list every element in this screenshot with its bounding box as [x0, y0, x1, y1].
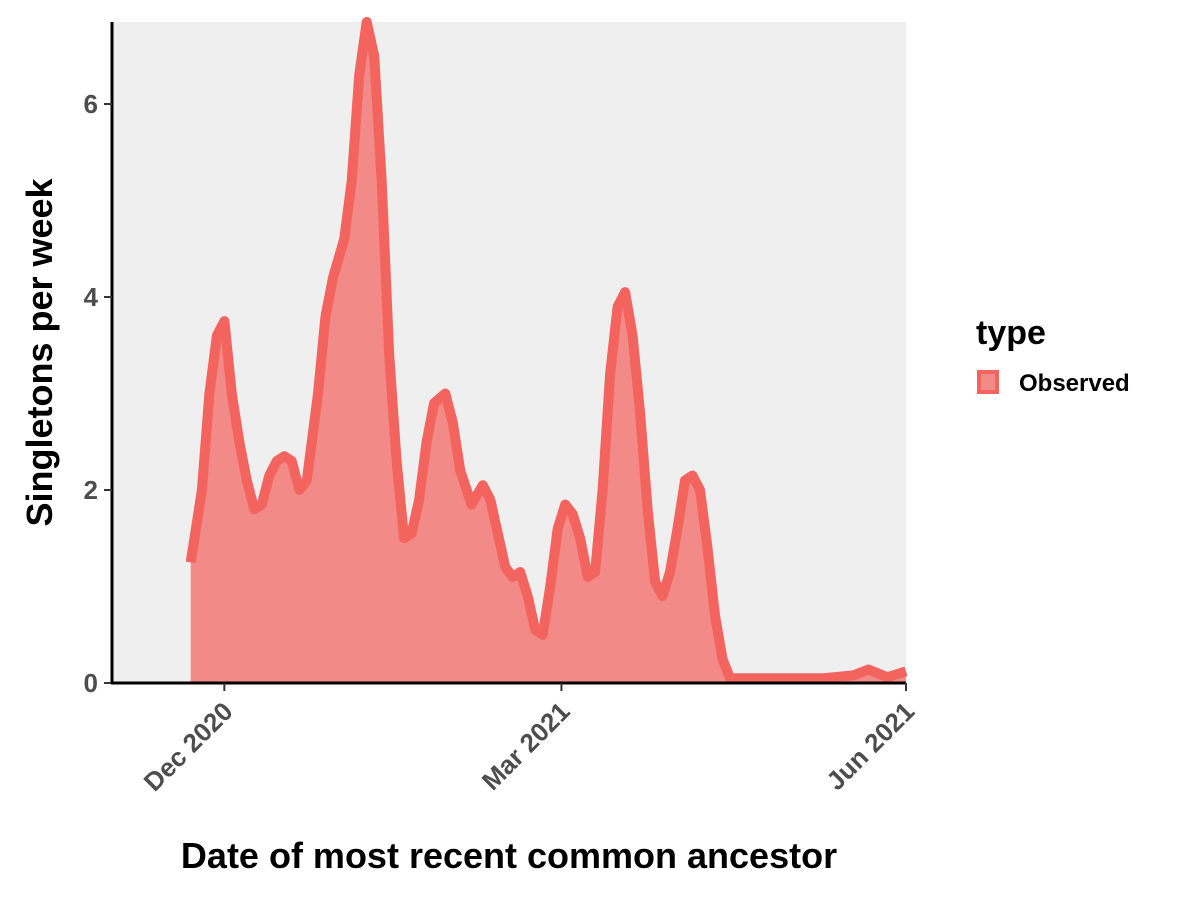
x-axis: Dec 2020 Mar 2021 Jun 2021	[111, 681, 920, 797]
series-line-observed	[185, 17, 908, 684]
y-axis: 0 2 4 6	[84, 22, 114, 698]
series-area-observed	[190, 22, 906, 683]
legend-key-observed	[977, 370, 999, 394]
x-tick-label-2021-03-01: Mar 2021	[476, 696, 576, 796]
legend-label-observed: Observed	[1019, 370, 1130, 397]
x-axis-title: Date of most recent common ancestor	[181, 835, 837, 876]
y-tick-label-4: 4	[84, 282, 99, 312]
legend: type Observed	[976, 314, 1130, 397]
x-tick-label-2021-06-01: Jun 2021	[820, 696, 920, 796]
legend-title: type	[976, 314, 1046, 352]
y-axis-title: Singletons per week	[19, 177, 60, 526]
y-tick-label-6: 6	[84, 89, 98, 119]
y-tick-label-2: 2	[84, 475, 98, 505]
x-tick-label-2020-12-01: Dec 2020	[138, 696, 239, 797]
y-tick-label-0: 0	[84, 668, 98, 698]
plot-panel	[112, 17, 908, 684]
